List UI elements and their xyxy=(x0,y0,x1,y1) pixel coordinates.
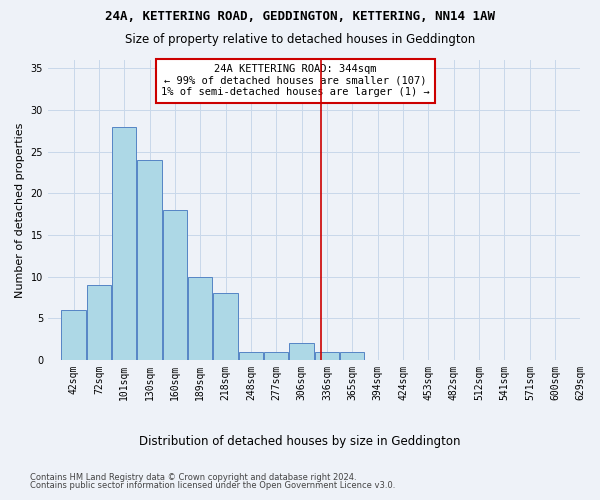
Y-axis label: Number of detached properties: Number of detached properties xyxy=(15,122,25,298)
Bar xyxy=(340,352,364,360)
Bar xyxy=(87,285,112,360)
Bar xyxy=(163,210,187,360)
Bar xyxy=(137,160,162,360)
Bar xyxy=(264,352,288,360)
Bar xyxy=(239,352,263,360)
Text: Contains HM Land Registry data © Crown copyright and database right 2024.: Contains HM Land Registry data © Crown c… xyxy=(30,473,356,482)
Bar xyxy=(112,126,136,360)
Text: 24A, KETTERING ROAD, GEDDINGTON, KETTERING, NN14 1AW: 24A, KETTERING ROAD, GEDDINGTON, KETTERI… xyxy=(105,10,495,23)
Bar xyxy=(315,352,339,360)
Bar xyxy=(213,293,238,360)
Text: Contains public sector information licensed under the Open Government Licence v3: Contains public sector information licen… xyxy=(30,480,395,490)
Text: Size of property relative to detached houses in Geddington: Size of property relative to detached ho… xyxy=(125,32,475,46)
Text: Distribution of detached houses by size in Geddington: Distribution of detached houses by size … xyxy=(139,435,461,448)
Text: 24A KETTERING ROAD: 344sqm
← 99% of detached houses are smaller (107)
1% of semi: 24A KETTERING ROAD: 344sqm ← 99% of deta… xyxy=(161,64,430,98)
Bar xyxy=(188,276,212,360)
Bar xyxy=(289,343,314,360)
Bar xyxy=(61,310,86,360)
